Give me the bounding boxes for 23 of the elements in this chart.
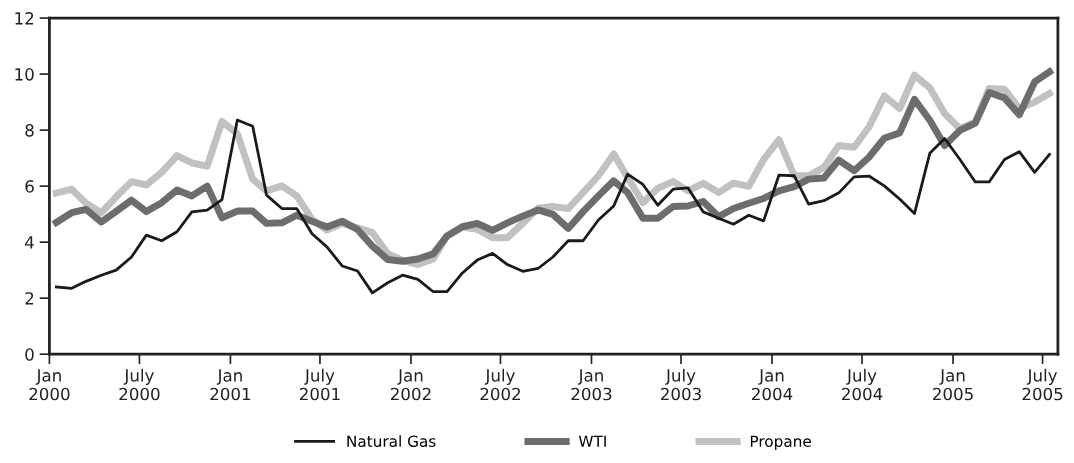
x-tick-label: July 2004 bbox=[842, 368, 883, 401]
x-tick-label: Jan 2002 bbox=[390, 369, 431, 401]
y-tick-label: 0 bbox=[25, 348, 34, 361]
legend-label: Natural Gas bbox=[347, 435, 436, 447]
y-tick-label: 4 bbox=[25, 236, 34, 249]
x-tick-label: Jan 2001 bbox=[210, 369, 251, 401]
legend-label: WTI bbox=[578, 435, 606, 447]
x-tick-label: July 2003 bbox=[661, 368, 701, 401]
y-tick-label: 6 bbox=[25, 180, 34, 193]
legend-label: Propane bbox=[750, 435, 811, 450]
x-tick-label: July 2005 bbox=[1022, 368, 1063, 401]
x-tick-label: Jan 2005 bbox=[933, 369, 973, 401]
line-series bbox=[54, 118, 1051, 295]
y-tick-label: 2 bbox=[25, 292, 34, 305]
x-tick-label: July 2000 bbox=[119, 368, 160, 401]
y-tick-label: 8 bbox=[25, 124, 34, 137]
x-tick-label: July 2001 bbox=[299, 368, 340, 401]
x-tick-label: Jan 2004 bbox=[752, 369, 793, 401]
x-tick-label: Jan 2003 bbox=[571, 369, 612, 401]
x-tick-label: July 2002 bbox=[480, 368, 521, 401]
x-tick-label: Jan 2000 bbox=[29, 369, 70, 401]
y-tick-label: 10 bbox=[15, 68, 34, 81]
y-tick-label: 12 bbox=[15, 12, 34, 25]
